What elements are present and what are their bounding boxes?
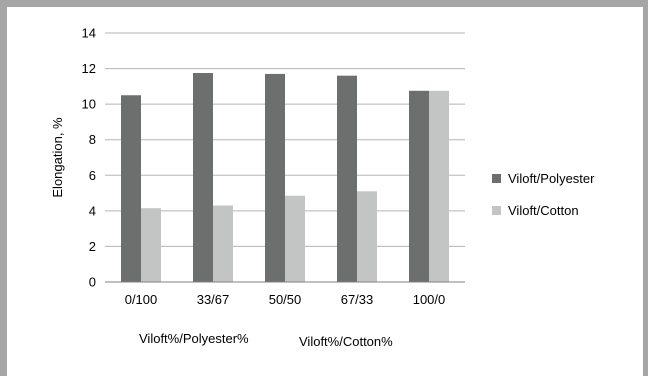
- legend-label-polyester: Viloft/Polyester: [508, 171, 595, 186]
- y-tick-label: 8: [89, 132, 96, 147]
- bar-cotton-100-0: [429, 90, 449, 282]
- bar-cotton-33-67: [213, 205, 233, 282]
- bar-polyester-33-67: [193, 73, 213, 283]
- y-tick-label: 14: [82, 26, 96, 41]
- y-tick-label: 10: [82, 97, 96, 112]
- y-tick-label: 6: [89, 168, 96, 183]
- bar-polyester-50-50: [265, 73, 285, 283]
- x-tick-label: 50/50: [269, 292, 302, 307]
- y-tick-label: 0: [89, 275, 96, 290]
- x-tick-labels: 0/100 33/67 50/50 67/33 100/0: [125, 292, 446, 307]
- legend-swatch-cotton: [492, 206, 501, 215]
- x-tick-label: 100/0: [413, 292, 446, 307]
- y-tick-label: 4: [89, 203, 96, 218]
- bar-cotton-0-100: [141, 208, 161, 282]
- legend-swatch-polyester: [492, 174, 501, 183]
- x-annotation-polyester: Viloft%/Polyester%: [139, 331, 249, 346]
- x-tick-label: 33/67: [197, 292, 230, 307]
- x-annotation-cotton: Viloft%/Cotton%: [299, 334, 393, 349]
- legend-label-cotton: Viloft/Cotton: [508, 203, 579, 218]
- bar-polyester-100-0: [409, 90, 429, 282]
- bar-cotton-67-33: [357, 191, 377, 282]
- y-tick-label: 12: [82, 61, 96, 76]
- y-tick-label: 2: [89, 239, 96, 254]
- x-tick-label: 0/100: [125, 292, 158, 307]
- bar-polyester-67-33: [337, 75, 357, 282]
- legend: Viloft/Polyester Viloft/Cotton: [492, 171, 595, 218]
- bars: [121, 73, 449, 283]
- y-tick-labels: 0 2 4 6 8 10 12 14: [82, 26, 96, 290]
- bar-polyester-0-100: [121, 95, 141, 282]
- bar-cotton-50-50: [285, 195, 305, 282]
- x-tick-label: 67/33: [341, 292, 374, 307]
- y-axis-title: Elongation, %: [50, 117, 65, 198]
